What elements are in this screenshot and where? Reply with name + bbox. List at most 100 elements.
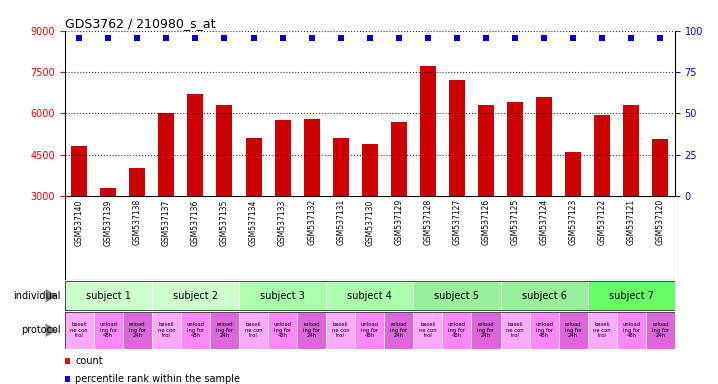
Text: subject 3: subject 3 xyxy=(260,291,305,301)
Bar xyxy=(507,102,523,196)
Text: GSM537140: GSM537140 xyxy=(75,199,84,246)
Bar xyxy=(151,281,239,310)
Bar xyxy=(274,120,291,196)
Bar xyxy=(530,312,559,349)
Bar xyxy=(559,312,588,349)
Text: GSM537131: GSM537131 xyxy=(336,199,345,245)
Text: GSM537135: GSM537135 xyxy=(220,199,229,246)
Bar xyxy=(414,281,500,310)
Bar xyxy=(304,119,320,196)
Bar xyxy=(420,66,436,196)
Bar xyxy=(355,312,384,349)
Bar xyxy=(159,113,174,196)
Text: GSM537122: GSM537122 xyxy=(598,199,607,245)
Bar xyxy=(93,312,123,349)
Bar xyxy=(297,312,326,349)
Bar xyxy=(617,312,646,349)
Text: unload
ing for
48h: unload ing for 48h xyxy=(623,322,640,338)
Bar xyxy=(326,312,355,349)
Bar xyxy=(362,144,378,196)
Text: GSM537136: GSM537136 xyxy=(191,199,200,246)
Bar xyxy=(391,121,407,196)
Bar xyxy=(151,312,181,349)
Bar xyxy=(653,139,668,196)
Text: unload
ing for
48h: unload ing for 48h xyxy=(360,322,379,338)
Bar xyxy=(71,146,87,196)
Text: percentile rank within the sample: percentile rank within the sample xyxy=(75,374,241,384)
Bar xyxy=(181,312,210,349)
Text: reload
ing for
24h: reload ing for 24h xyxy=(652,322,669,338)
Text: GSM537128: GSM537128 xyxy=(424,199,432,245)
Text: GSM537121: GSM537121 xyxy=(627,199,636,245)
Text: reload
ing for
24h: reload ing for 24h xyxy=(129,322,146,338)
Text: unload
ing for
48h: unload ing for 48h xyxy=(99,322,117,338)
Text: unload
ing for
48h: unload ing for 48h xyxy=(448,322,466,338)
Bar xyxy=(246,138,261,196)
Bar xyxy=(268,312,297,349)
Bar xyxy=(646,312,675,349)
Text: subject 2: subject 2 xyxy=(173,291,218,301)
Bar xyxy=(472,312,500,349)
Text: GSM537139: GSM537139 xyxy=(103,199,113,246)
Bar xyxy=(210,312,239,349)
Bar xyxy=(65,281,151,310)
Text: count: count xyxy=(75,356,103,366)
Bar xyxy=(326,281,414,310)
Bar xyxy=(384,312,414,349)
Text: GSM537134: GSM537134 xyxy=(249,199,258,246)
Text: reload
ing for
24h: reload ing for 24h xyxy=(391,322,407,338)
Bar xyxy=(187,94,203,196)
Text: GSM537137: GSM537137 xyxy=(162,199,171,246)
Text: subject 6: subject 6 xyxy=(522,291,567,301)
Text: GSM537124: GSM537124 xyxy=(540,199,549,245)
Bar xyxy=(588,312,617,349)
Text: baseli
ne con
trol: baseli ne con trol xyxy=(157,322,175,338)
Text: baseli
ne con
trol: baseli ne con trol xyxy=(70,322,88,338)
Text: GDS3762 / 210980_s_at: GDS3762 / 210980_s_at xyxy=(65,17,215,30)
Bar xyxy=(239,312,268,349)
Bar xyxy=(500,312,530,349)
Bar xyxy=(414,312,442,349)
Text: GSM537130: GSM537130 xyxy=(365,199,374,246)
Text: subject 7: subject 7 xyxy=(609,291,654,301)
Text: GSM537132: GSM537132 xyxy=(307,199,316,245)
Bar xyxy=(536,97,552,196)
Bar xyxy=(332,138,349,196)
Text: baseli
ne con
trol: baseli ne con trol xyxy=(419,322,437,338)
Text: GSM537138: GSM537138 xyxy=(133,199,141,245)
Bar xyxy=(478,105,494,196)
Text: subject 4: subject 4 xyxy=(348,291,392,301)
Bar xyxy=(123,312,151,349)
Text: baseli
ne con
trol: baseli ne con trol xyxy=(332,322,350,338)
Bar xyxy=(595,115,610,196)
Text: unload
ing for
48h: unload ing for 48h xyxy=(187,322,205,338)
Text: unload
ing for
48h: unload ing for 48h xyxy=(535,322,553,338)
Text: GSM537126: GSM537126 xyxy=(482,199,490,245)
Bar xyxy=(129,168,145,196)
Bar xyxy=(588,281,675,310)
Bar xyxy=(565,152,581,196)
Text: baseli
ne con
trol: baseli ne con trol xyxy=(506,322,524,338)
Text: reload
ing for
24h: reload ing for 24h xyxy=(216,322,233,338)
Bar xyxy=(216,105,233,196)
Text: subject 1: subject 1 xyxy=(85,291,131,301)
Bar xyxy=(449,80,465,196)
Text: GSM537125: GSM537125 xyxy=(510,199,520,245)
Text: GSM537127: GSM537127 xyxy=(452,199,462,245)
Bar xyxy=(239,281,326,310)
Polygon shape xyxy=(45,323,57,337)
Polygon shape xyxy=(45,289,57,303)
Bar xyxy=(65,312,93,349)
Text: protocol: protocol xyxy=(22,325,61,335)
Bar xyxy=(101,188,116,196)
Text: baseli
ne con
trol: baseli ne con trol xyxy=(245,322,262,338)
Bar xyxy=(500,281,588,310)
Text: individual: individual xyxy=(14,291,61,301)
Text: GSM537133: GSM537133 xyxy=(278,199,287,246)
Text: reload
ing for
24h: reload ing for 24h xyxy=(477,322,495,338)
Bar xyxy=(442,312,472,349)
Text: GSM537120: GSM537120 xyxy=(656,199,665,245)
Text: unload
ing for
48h: unload ing for 48h xyxy=(274,322,292,338)
Text: reload
ing for
24h: reload ing for 24h xyxy=(303,322,320,338)
Text: subject 5: subject 5 xyxy=(434,291,480,301)
